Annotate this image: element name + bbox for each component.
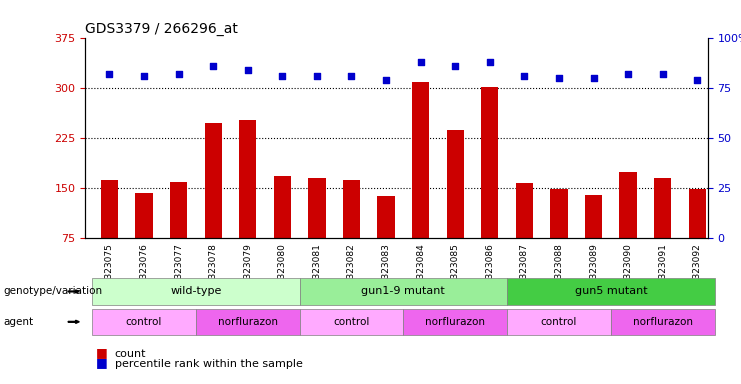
Text: count: count xyxy=(115,349,147,359)
Bar xyxy=(412,82,429,288)
Point xyxy=(345,73,357,79)
Bar xyxy=(619,172,637,288)
Text: control: control xyxy=(541,317,577,327)
Text: wild-type: wild-type xyxy=(170,286,222,296)
Point xyxy=(138,73,150,79)
Text: norflurazon: norflurazon xyxy=(633,317,693,327)
Point xyxy=(484,59,496,65)
Bar xyxy=(551,189,568,288)
Point xyxy=(380,77,392,83)
Bar xyxy=(481,87,499,288)
Bar xyxy=(273,176,291,288)
Text: norflurazon: norflurazon xyxy=(218,317,278,327)
Text: control: control xyxy=(333,317,370,327)
Bar xyxy=(516,183,533,288)
Point xyxy=(588,75,599,81)
Point xyxy=(519,73,531,79)
Bar xyxy=(170,182,187,288)
Text: GDS3379 / 266296_at: GDS3379 / 266296_at xyxy=(85,22,238,36)
Point xyxy=(691,77,703,83)
Point xyxy=(622,71,634,78)
Point xyxy=(173,71,185,78)
Point xyxy=(311,73,323,79)
Bar xyxy=(308,178,325,288)
Bar xyxy=(585,195,602,288)
Bar xyxy=(654,177,671,288)
Point xyxy=(553,75,565,81)
Text: ■: ■ xyxy=(96,346,108,359)
Text: gun5 mutant: gun5 mutant xyxy=(574,286,647,296)
Point xyxy=(207,63,219,70)
Point xyxy=(276,73,288,79)
Point xyxy=(415,59,427,65)
Bar xyxy=(101,180,118,288)
Bar xyxy=(688,189,706,288)
Bar xyxy=(205,123,222,288)
Text: agent: agent xyxy=(4,317,34,327)
Bar xyxy=(447,129,464,288)
Point xyxy=(449,63,461,70)
Text: gun1-9 mutant: gun1-9 mutant xyxy=(362,286,445,296)
Text: ■: ■ xyxy=(96,356,108,369)
Bar xyxy=(377,196,395,288)
Point xyxy=(242,67,253,73)
Text: genotype/variation: genotype/variation xyxy=(4,286,103,296)
Text: control: control xyxy=(126,317,162,327)
Bar xyxy=(343,179,360,288)
Bar xyxy=(239,120,256,288)
Bar xyxy=(136,193,153,288)
Text: norflurazon: norflurazon xyxy=(425,317,485,327)
Point xyxy=(104,71,116,78)
Point xyxy=(657,71,668,78)
Text: percentile rank within the sample: percentile rank within the sample xyxy=(115,359,303,369)
